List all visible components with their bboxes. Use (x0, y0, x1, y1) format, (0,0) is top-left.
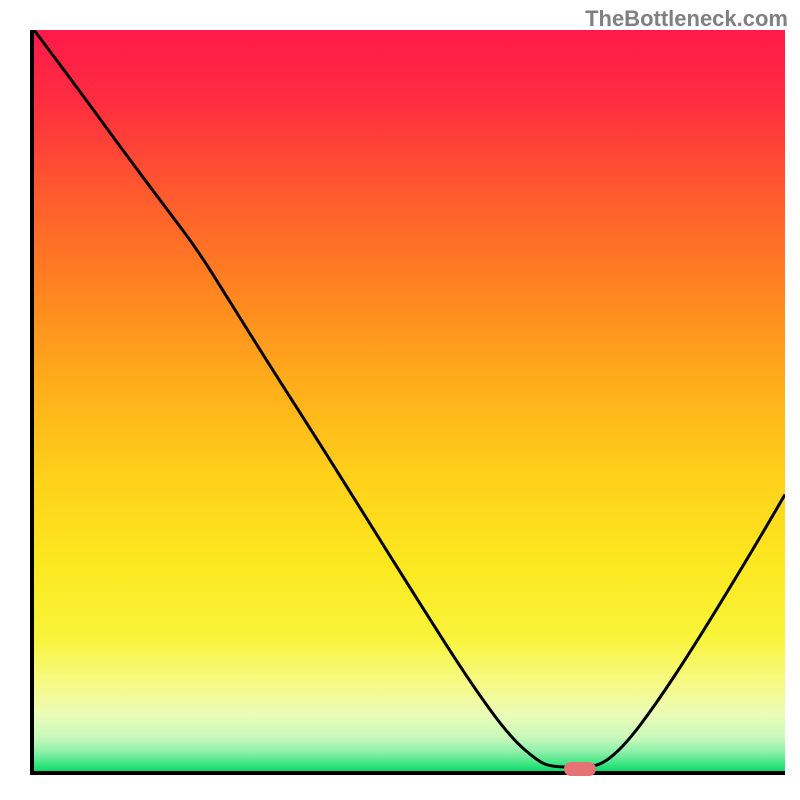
bottleneck-marker (564, 762, 596, 776)
curve-line (34, 30, 785, 771)
watermark-text: TheBottleneck.com (585, 6, 788, 32)
plot-area (30, 30, 785, 775)
